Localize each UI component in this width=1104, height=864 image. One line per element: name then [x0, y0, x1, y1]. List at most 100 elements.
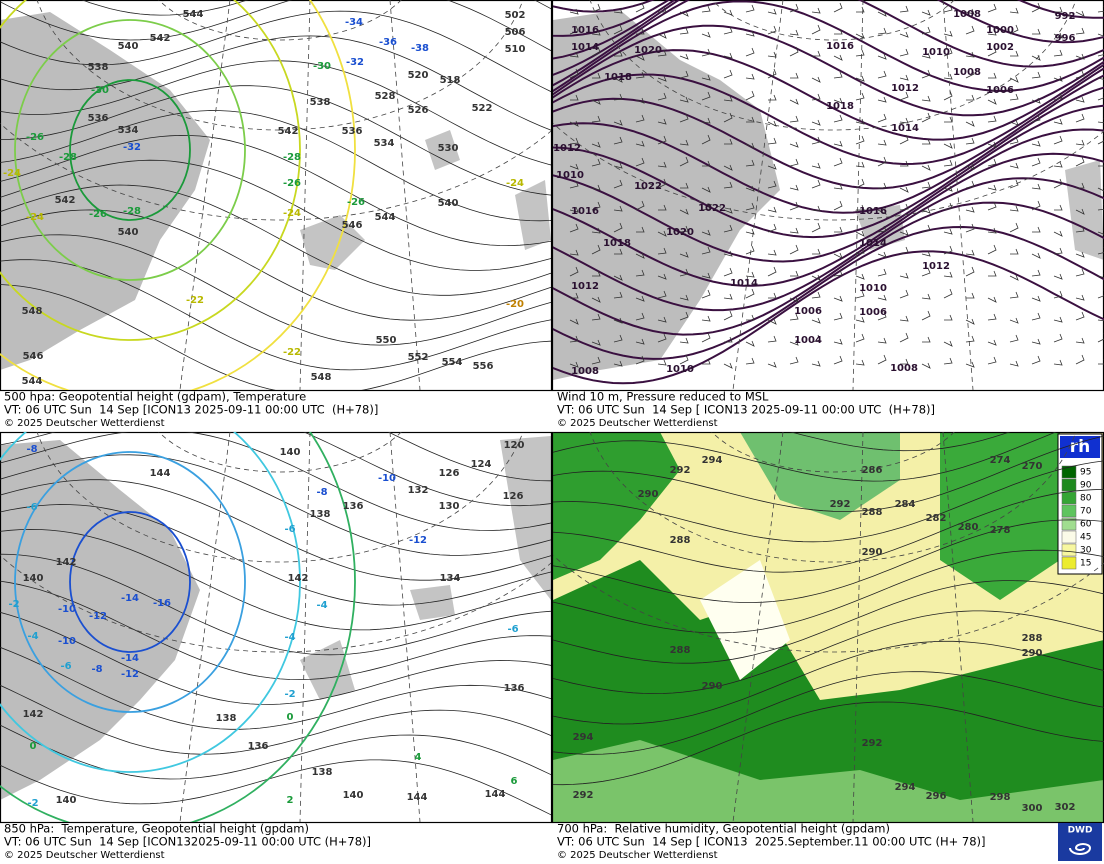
contour-label: -6	[507, 624, 518, 635]
wind-barb	[657, 316, 667, 323]
contour-label: 290	[638, 489, 659, 500]
contour-label: 136	[248, 741, 269, 752]
contour-line	[553, 24, 1104, 117]
wind-barb	[1031, 71, 1041, 79]
wind-barb	[745, 202, 755, 211]
wind-barb	[658, 204, 667, 211]
wind-barb	[833, 183, 843, 190]
wind-barb	[1053, 75, 1063, 82]
wind-barb	[701, 203, 711, 211]
contour-label: -8	[91, 664, 102, 675]
contour-line	[553, 0, 671, 37]
wind-barb	[965, 180, 975, 189]
contours	[553, 432, 1104, 822]
contour-label: 296	[926, 791, 947, 802]
wind-barb	[745, 30, 755, 37]
contour-label: 130	[439, 501, 460, 512]
wind-barb	[877, 268, 887, 277]
graticule	[732, 432, 784, 822]
wind-barb	[635, 2, 645, 13]
contour-label: 542	[150, 33, 171, 44]
wind-barb	[811, 317, 821, 324]
contour-label: 136	[504, 683, 525, 694]
caption-line: VT: 06 UTC Sun 14 Sep [ICON13 2025-09-11…	[4, 403, 378, 417]
wind-barb	[613, 162, 623, 169]
caption-line: 500 hpa: Geopotential height (gdpam), Te…	[4, 390, 306, 404]
wind-barb	[921, 9, 931, 16]
wind-barb	[635, 355, 645, 365]
wind-barb	[635, 295, 645, 302]
wind-barb	[921, 267, 931, 277]
contour-label: 1016	[571, 25, 599, 36]
wind-barb	[1053, 161, 1063, 168]
wind-barb	[701, 74, 711, 81]
contour-label: 544	[22, 376, 43, 387]
contour-label: -26	[347, 197, 365, 208]
isotherm	[0, 432, 356, 822]
wind-barb	[900, 160, 909, 167]
wind-barb	[591, 3, 601, 13]
contour-label: 1008	[953, 67, 981, 78]
wind-barb	[899, 315, 909, 322]
wind-barb	[1053, 32, 1063, 39]
contour-label: 518	[440, 75, 461, 86]
wind-barb	[723, 207, 733, 214]
contour-label: 292	[670, 465, 691, 476]
wind-barb	[1075, 337, 1085, 344]
wind-barb	[987, 227, 997, 234]
wind-barb	[811, 334, 821, 343]
legend-label: 70	[1080, 507, 1092, 517]
wind-barb	[855, 161, 865, 168]
wind-barb	[789, 3, 799, 13]
contour-label: 528	[375, 91, 396, 102]
wind-barb	[965, 206, 975, 213]
wind-barb	[811, 205, 821, 212]
contour-label: 294	[702, 455, 723, 466]
contour-label: 540	[118, 227, 139, 238]
wind-barb	[833, 338, 843, 345]
wind-barb	[723, 164, 733, 171]
contour-label: -14	[121, 593, 139, 604]
wind-barb	[569, 335, 579, 343]
wind-barb	[943, 340, 953, 347]
contour-line	[0, 724, 551, 780]
wind-barb	[657, 230, 667, 237]
contour-label: 138	[216, 713, 237, 724]
contour-label: 530	[438, 143, 459, 154]
wind-barb	[943, 185, 953, 192]
contour-label: 1016	[826, 41, 854, 52]
caption-line: VT: 06 UTC Sun 14 Sep [ ICON13 2025-09-1…	[557, 403, 935, 417]
contour-label: 120	[504, 440, 525, 451]
wind-barb	[635, 114, 645, 123]
contour-label: 544	[375, 212, 396, 223]
contour-label: 542	[278, 126, 299, 137]
wind-barb	[701, 272, 711, 279]
wind-barb	[943, 271, 953, 278]
wind-barb	[745, 159, 755, 167]
wind-barb	[1075, 10, 1085, 17]
contour-line	[553, 49, 1104, 141]
contour-label: 142	[23, 709, 44, 720]
wind-barb	[613, 334, 623, 343]
graticule	[179, 0, 231, 390]
contour-label: 284	[895, 499, 916, 510]
wind-barb	[987, 356, 997, 365]
wind-barb	[833, 200, 843, 211]
wind-barb	[569, 223, 579, 233]
wind-barb	[1076, 182, 1085, 189]
contour-label: 1014	[859, 238, 887, 249]
caption-line: 850 hPa: Temperature, Geopotential heigh…	[4, 822, 309, 836]
wind-barb	[1098, 359, 1104, 365]
contour-label: -30	[313, 61, 331, 72]
wind-barb	[657, 273, 667, 280]
wind-barb	[1031, 2, 1041, 13]
contour-label: -24	[283, 208, 301, 219]
wind-barb	[833, 140, 843, 147]
contour-label: -30	[91, 85, 109, 96]
wind-barb	[856, 204, 865, 211]
wind-barb	[569, 361, 579, 368]
wind-barb	[679, 311, 689, 321]
contour-label: 534	[118, 125, 139, 136]
wind-barb	[1009, 274, 1019, 281]
wind-barb	[1009, 222, 1019, 233]
